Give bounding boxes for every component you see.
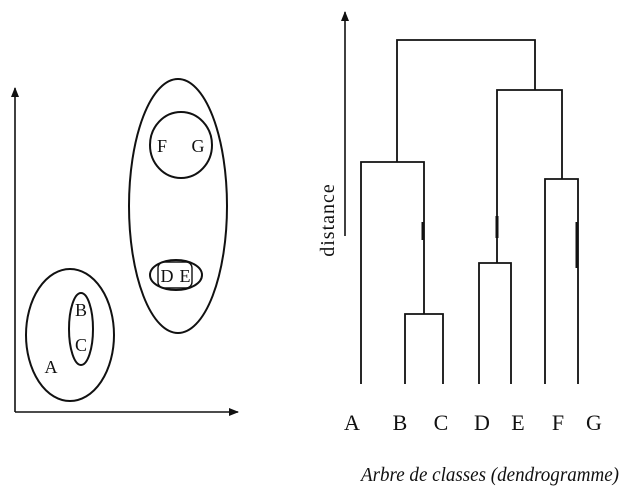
leaf-label-d: D [474, 410, 490, 435]
branch-bc [404, 313, 444, 384]
leaf-label-e: E [511, 410, 524, 435]
branch-de [478, 262, 512, 384]
branch-fg [544, 178, 579, 384]
leaf-label-f: F [552, 410, 564, 435]
cluster-de-inner-box [157, 261, 193, 289]
dendrogram-y-label: distance [317, 183, 339, 257]
branch-a-bc [360, 161, 425, 384]
dendrogram-caption: Arbre de classes (dendrogramme) [359, 464, 619, 486]
point-label-a: A [45, 357, 58, 377]
point-label-e: E [180, 266, 191, 286]
leaf-label-c: C [434, 410, 449, 435]
cluster-defg-ellipse [128, 78, 228, 334]
point-label-d: D [161, 266, 174, 286]
cluster-fg-ellipse [149, 111, 213, 179]
point-label-f: F [157, 136, 167, 156]
leaf-label-a: A [344, 410, 360, 435]
cluster-de-ellipse [149, 259, 203, 291]
cluster-abc-ellipse [25, 268, 115, 402]
leaf-label-g: G [586, 410, 602, 435]
cluster-bc-ellipse [68, 292, 94, 366]
branch-root [396, 39, 536, 162]
point-label-b: B [75, 300, 87, 320]
dendrogram-panel: distance A B C D E F G Arbre de classes … [317, 11, 619, 486]
point-label-c: C [75, 335, 87, 355]
branch-de-fg [496, 89, 563, 263]
leaf-label-b: B [393, 410, 408, 435]
scatter-panel: A B C F G D E [11, 78, 239, 416]
point-label-g: G [192, 136, 205, 156]
